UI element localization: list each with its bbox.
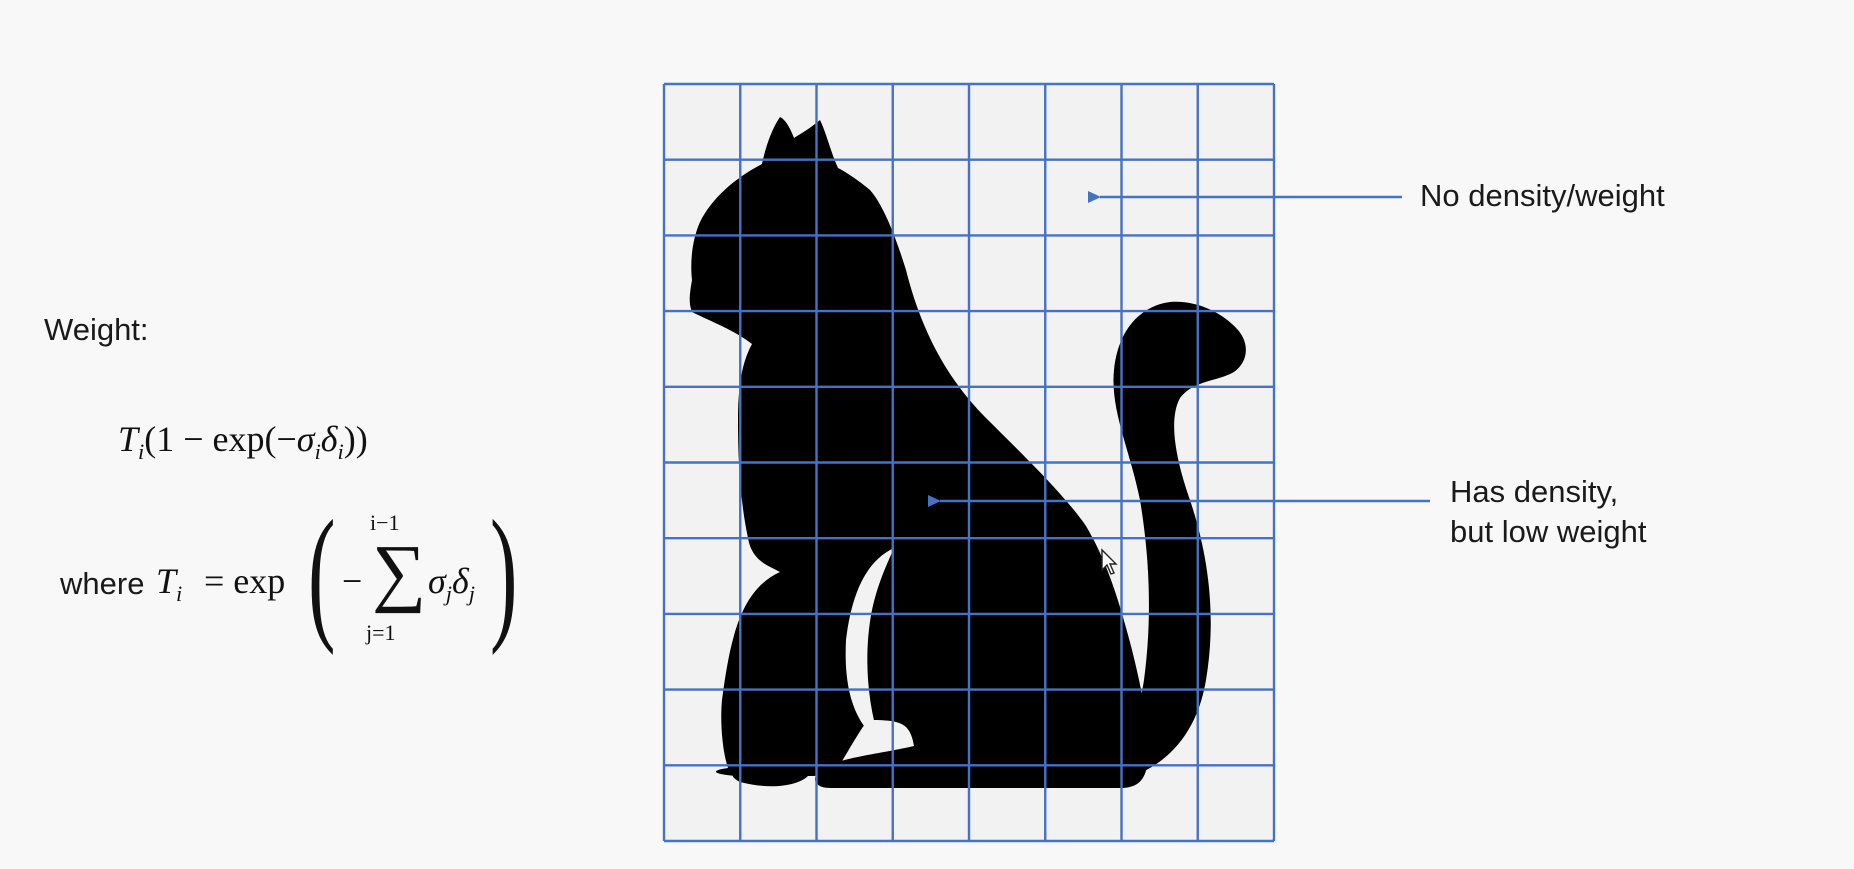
transmittance-formula: where Ti = exp ( − i−1 ∑ j=1 σjδj )	[60, 490, 518, 656]
weight-formula: Ti(1 − exp(−σiδi))	[118, 419, 368, 464]
sum-upper-limit: i−1	[370, 510, 400, 535]
weight-heading: Weight:	[44, 312, 149, 347]
grid-lines	[662, 82, 1276, 843]
where-label: where	[60, 566, 145, 601]
cat-silhouette	[689, 117, 1246, 788]
label-low-weight-line1: Has density,	[1450, 474, 1619, 509]
label-low-weight-line2: but low weight	[1450, 514, 1647, 549]
label-low-weight: Has density, but low weight	[1450, 472, 1646, 552]
label-no-density: No density/weight	[1420, 178, 1665, 213]
sum-lower-limit: j=1	[366, 620, 396, 645]
mouse-cursor-icon	[1101, 548, 1118, 575]
